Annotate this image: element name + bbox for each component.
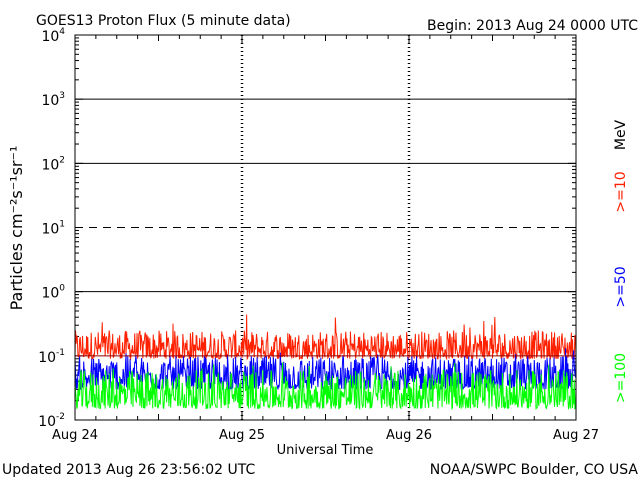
x-tick-label: Aug 26 xyxy=(386,428,432,443)
y-tick-label: 100 xyxy=(41,284,65,302)
legend-unit: MeV xyxy=(613,119,629,150)
legend-item-10mev: >=10 xyxy=(613,171,629,212)
begin-label: Begin: 2013 Aug 24 0000 UTC xyxy=(427,18,638,34)
y-tick-label: 102 xyxy=(41,155,65,173)
x-tick-label: Aug 27 xyxy=(553,428,599,443)
series-line-0 xyxy=(75,314,576,358)
x-axis-label: Universal Time xyxy=(277,443,374,458)
chart-title: GOES13 Proton Flux (5 minute data) xyxy=(36,13,291,29)
y-tick-label: 10-1 xyxy=(38,348,65,366)
y-tick-label: 101 xyxy=(41,220,65,238)
legend: MeV >=10 >=50 >=100 xyxy=(613,119,629,403)
x-tick-labels: Aug 24 Aug 25 Aug 26 Aug 27 xyxy=(52,428,599,443)
x-tick-label: Aug 24 xyxy=(52,428,98,443)
x-tick-label: Aug 25 xyxy=(219,428,265,443)
credit-label: NOAA/SWPC Boulder, CO USA xyxy=(430,462,639,478)
updated-timestamp: Updated 2013 Aug 26 23:56:02 UTC xyxy=(2,462,255,478)
plot-area xyxy=(75,35,576,420)
y-axis-label: Particles cm⁻²s⁻¹sr⁻¹ xyxy=(7,146,26,311)
y-tick-label: 103 xyxy=(41,91,65,109)
y-axis-label-text: Particles cm⁻²s⁻¹sr⁻¹ xyxy=(7,146,26,311)
y-tick-label: 104 xyxy=(41,27,65,45)
legend-item-100mev: >=100 xyxy=(613,353,629,403)
legend-item-50mev: >=50 xyxy=(613,266,629,307)
data-series-layer xyxy=(75,314,576,408)
